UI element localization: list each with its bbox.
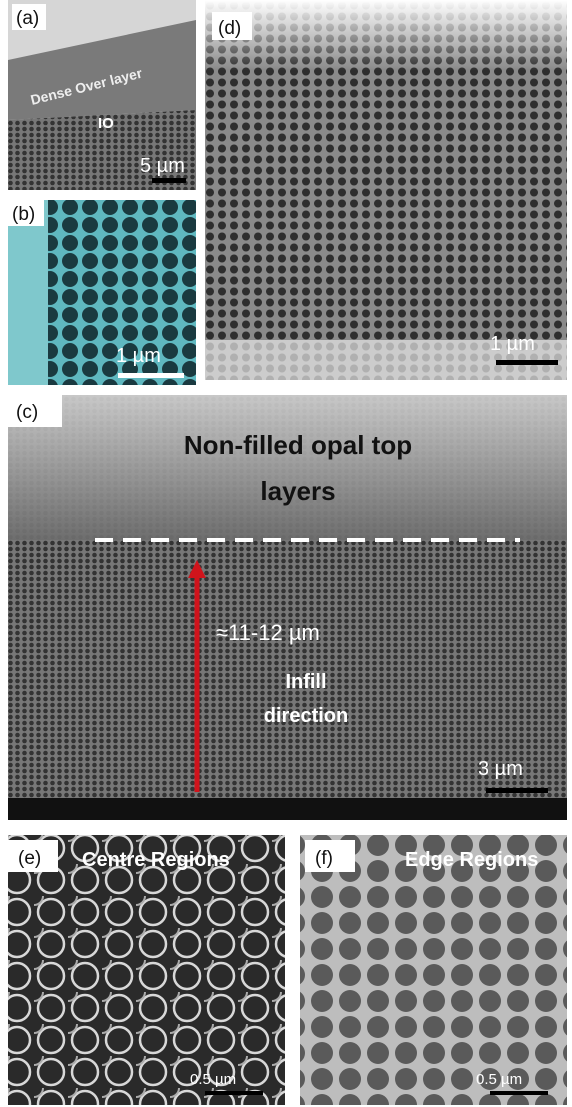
scale-bar-label: 0.5 µm <box>190 1071 236 1088</box>
top-fade <box>205 0 567 70</box>
panel-label: (b) <box>12 204 35 225</box>
region-label: Centre Regions <box>82 849 230 871</box>
panel-label: (f) <box>315 848 333 869</box>
opal-top <box>8 395 567 540</box>
region-title: Non-filled opal top <box>184 430 412 460</box>
panel-bg <box>8 835 285 1105</box>
substrate <box>8 798 567 820</box>
region-title: layers <box>260 476 335 506</box>
label-box <box>12 4 46 30</box>
scale-bar-label: 1 µm <box>116 345 161 367</box>
panel-bg <box>300 835 567 1105</box>
scale-bar <box>205 1091 263 1095</box>
label-box <box>8 200 44 226</box>
annotation: IO <box>98 115 114 132</box>
scale-bar <box>496 360 558 365</box>
label-box <box>305 840 355 872</box>
panel-label: (a) <box>16 8 39 29</box>
label-box <box>8 395 62 427</box>
panel-b: (b) 1 µm <box>8 200 196 385</box>
side-wall <box>8 200 48 385</box>
direction-label: direction <box>264 705 348 727</box>
scale-bar <box>118 373 184 378</box>
panel-d: (d) 1 µm <box>205 0 567 380</box>
scale-bar-label: 0.5 µm <box>476 1071 522 1088</box>
dense-layer <box>8 20 196 120</box>
panel-label: (d) <box>218 18 241 39</box>
scale-bar-label: 1 µm <box>490 333 535 355</box>
scale-bar <box>486 788 548 793</box>
panel-a: (a) Dense Over layer IO 5 µm <box>8 0 196 190</box>
region-label: Edge Regions <box>405 849 538 871</box>
label-box <box>8 840 58 872</box>
panel-label: (e) <box>18 848 41 869</box>
panel-c: (c) Non-filled opal top layers ≈11-12 µm… <box>8 395 567 820</box>
label-box <box>212 12 252 40</box>
scale-bar <box>152 178 186 183</box>
scale-bar-label: 3 µm <box>478 758 523 780</box>
io-layer <box>8 110 196 190</box>
direction-label: Infill <box>285 671 326 693</box>
scale-bar-label: 5 µm <box>140 155 185 177</box>
panel-label: (c) <box>16 402 38 423</box>
panel-f: (f) Edge Regions 0.5 µm <box>300 835 567 1105</box>
scale-bar <box>490 1091 548 1095</box>
panel-e: (e) Centre Regions 0.5 µm <box>8 835 285 1105</box>
arrow-head <box>188 560 206 578</box>
thickness-label: ≈11-12 µm <box>216 620 320 645</box>
